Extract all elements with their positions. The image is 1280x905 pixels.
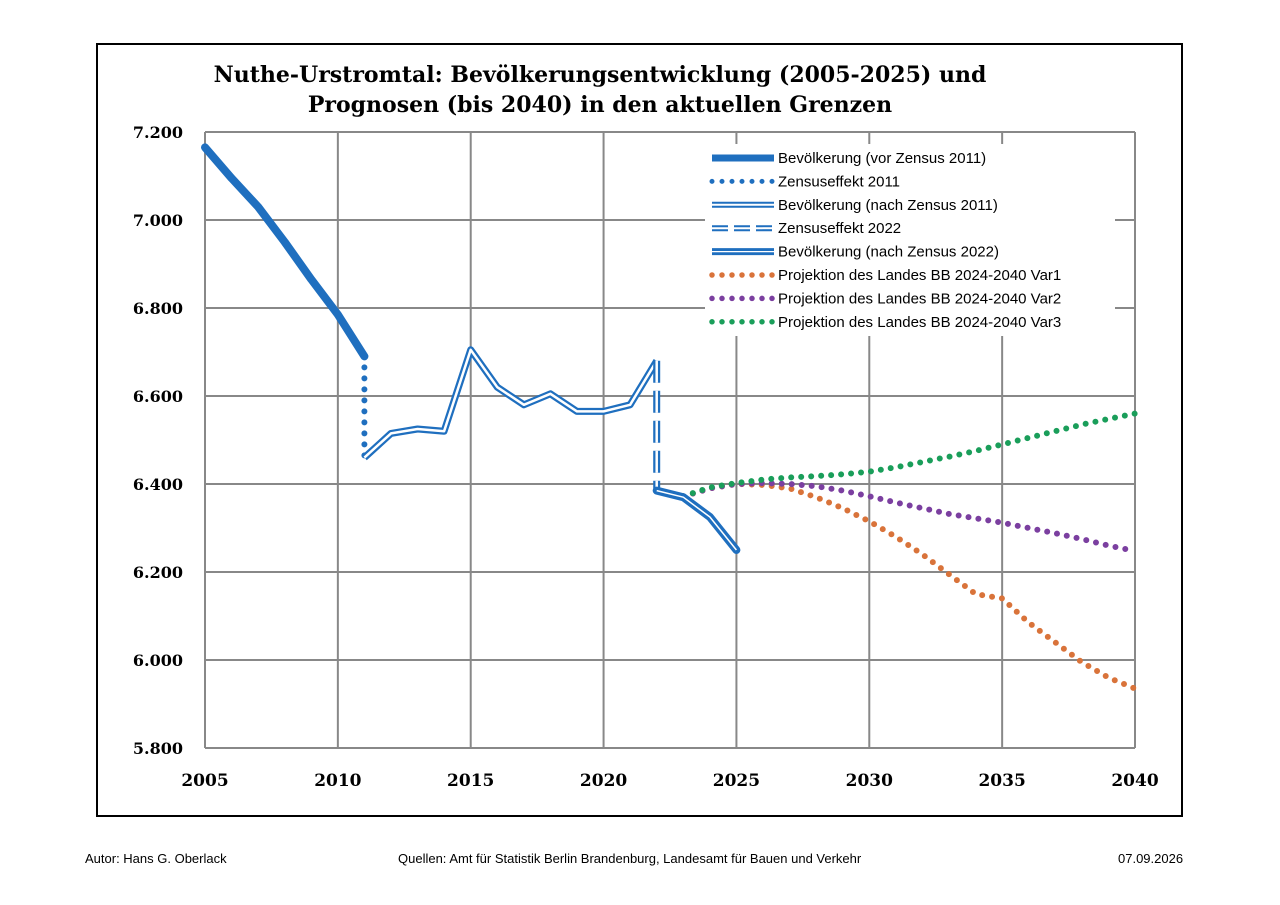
series-line-4-inner [656,489,737,551]
series-line-7 [680,410,1138,500]
y-tick-label: 7.200 [133,123,183,142]
legend-label-2: Bevölkerung (nach Zensus 2011) [778,197,998,214]
x-tick-label: 2005 [181,771,228,791]
legend-label-1: Zensuseffekt 2011 [778,173,900,190]
series-line-4 [652,486,741,554]
y-tick-label: 6.800 [133,299,183,318]
y-tick-label: 6.200 [133,563,183,582]
series-line-0 [201,143,369,361]
y-tick-label: 6.000 [133,651,183,670]
y-tick-label: 6.400 [133,475,183,494]
legend-label-5: Projektion des Landes BB 2024-2040 Var1 [778,267,1061,284]
legend-label-6: Projektion des Landes BB 2024-2040 Var2 [778,290,1061,307]
x-tick-label: 2025 [713,771,760,791]
legend-label-4: Bevölkerung (nach Zensus 2022) [778,244,999,261]
legend-label-3: Zensuseffekt 2022 [778,220,901,237]
chart-title: Nuthe-Urstromtal: Bevölkerungsentwicklun… [0,60,1210,120]
legend-label-0: Bevölkerung (vor Zensus 2011) [778,150,986,167]
y-tick-label: 7.000 [133,211,183,230]
footer-author: Autor: Hans G. Oberlack [85,851,227,866]
footer-sources: Quellen: Amt für Statistik Berlin Brande… [398,851,862,866]
y-tick-label: 5.800 [133,739,183,758]
legend-label-7: Projektion des Landes BB 2024-2040 Var3 [778,314,1061,331]
series-line-2 [362,346,660,461]
series-line-2-inner [363,348,658,459]
x-tick-label: 2020 [580,771,627,791]
footer-date: 07.09.2026 [1118,851,1184,866]
x-tick-label: 2010 [314,771,361,791]
x-tick-label: 2030 [846,771,893,791]
chart-title-line2: Prognosen (bis 2040) in den aktuellen Gr… [307,92,893,118]
x-tick-label: 2040 [1111,771,1158,791]
y-tick-label: 6.600 [133,387,183,406]
x-tick-label: 2015 [447,771,494,791]
chart-title-line1: Nuthe-Urstromtal: Bevölkerungsentwicklun… [213,62,987,88]
series-line-5 [680,481,1138,692]
series-line-6 [680,480,1138,554]
legend-box [705,144,1115,336]
x-tick-label: 2035 [978,771,1025,791]
